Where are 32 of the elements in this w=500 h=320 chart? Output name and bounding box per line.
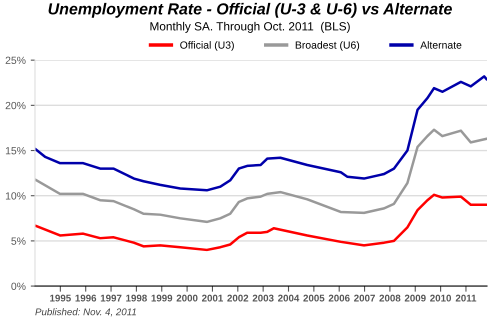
y-tick-label: 15% <box>6 147 26 154</box>
line-series <box>35 194 487 252</box>
x-tick-label: 2004 <box>278 294 300 302</box>
x-tick-label: 1999 <box>152 294 172 302</box>
x-tick-label: 1998 <box>126 294 147 302</box>
x-tick-label: 2006 <box>328 294 350 302</box>
text: Published: Nov. 4, 2011 <box>35 308 136 316</box>
x-tick-label: 2007 <box>354 294 375 302</box>
legend-label: Broadest (U6) <box>296 41 360 51</box>
y-tick-label: 0% <box>11 282 26 290</box>
x-tick-label: 2008 <box>379 294 400 302</box>
x-tick-label: 2003 <box>252 294 274 302</box>
x-tick-label: 2001 <box>202 294 223 302</box>
x-tick-label: 2000 <box>176 294 198 302</box>
x-tick-label: 2002 <box>227 294 248 302</box>
x-tick-label: 2010 <box>430 294 452 302</box>
x-tick-label: 1997 <box>100 294 122 302</box>
x-tick-label: 2005 <box>303 294 324 302</box>
chart-title: Unemployment Rate - Official (U-3 & U-6) vs Alternate <box>48 2 452 18</box>
y-tick-label: 10% <box>6 192 26 200</box>
y-tick-label: 5% <box>11 237 26 245</box>
legend-label: Official (U3) <box>180 41 234 51</box>
y-tick-label: 20% <box>6 102 26 110</box>
line-series <box>35 128 487 224</box>
y-tick-label: 25% <box>6 56 26 64</box>
x-tick-label: 1995 <box>50 294 71 302</box>
line-series <box>35 75 487 192</box>
x-tick-label: 2011 <box>456 294 476 302</box>
legend-label: Alternate <box>420 41 462 49</box>
x-tick-label: 2009 <box>404 294 426 302</box>
x-tick-label: 1996 <box>76 294 96 302</box>
chart-subtitle: Monthly SA. Through Oct. 2011 (BLS) <box>150 22 350 33</box>
